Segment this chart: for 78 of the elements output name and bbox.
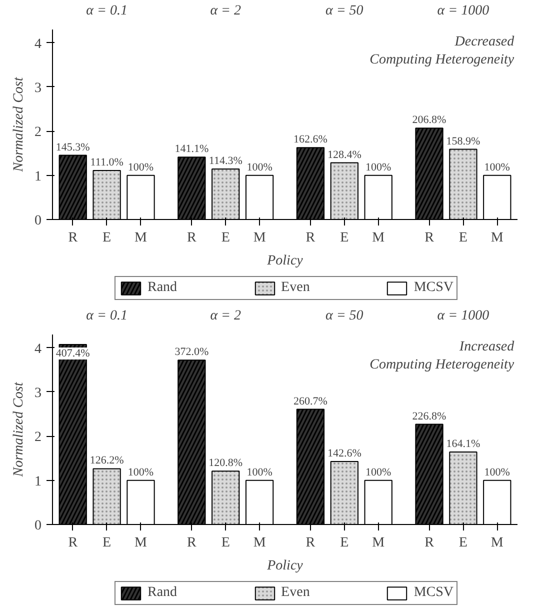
- data-label: 206.8%: [412, 114, 446, 126]
- x-tick-label: R: [424, 230, 435, 246]
- x-axis-title: Policy: [266, 558, 304, 574]
- data-label: 100%: [484, 161, 510, 174]
- data-label: 260.7%: [294, 395, 328, 408]
- data-label: 164.1%: [446, 438, 480, 450]
- data-label: 141.1%: [174, 143, 209, 156]
- y-tick-label: 1: [34, 169, 42, 184]
- legend-label: Rand: [147, 585, 178, 601]
- data-label: 142.6%: [327, 447, 362, 460]
- legend-label: MCSV: [414, 585, 454, 601]
- x-tick-label: R: [68, 230, 78, 246]
- text: Increased Computing Heterogeneity: [370, 340, 516, 372]
- x-tick-label: R: [424, 536, 435, 550]
- y-tick-label: 3: [34, 80, 42, 96]
- data-label: 100%: [128, 466, 154, 478]
- data-label: 114.3%: [208, 154, 242, 167]
- x-tick-label: E: [221, 230, 230, 246]
- x-tick-label: R: [68, 536, 78, 550]
- text: α = 50: [326, 308, 364, 324]
- x-tick-label: R: [306, 230, 316, 246]
- data-label: 128.4%: [327, 148, 362, 161]
- text: α = 0.1: [86, 308, 128, 324]
- text: α = 0.1: [86, 4, 128, 18]
- legend-label: Rand: [147, 280, 178, 296]
- data-label: 100%: [366, 466, 392, 478]
- legend-label: Even: [281, 585, 310, 601]
- x-tick-label: E: [102, 536, 112, 550]
- y-tick-label: 4: [34, 342, 42, 357]
- y-axis-title: Normalized Cost: [12, 76, 26, 173]
- x-tick-label: R: [186, 536, 197, 550]
- text: α = 50: [326, 4, 364, 18]
- data-label: 111.0%: [90, 156, 124, 168]
- x-tick-label: E: [340, 536, 349, 550]
- data-label: 158.9%: [446, 135, 480, 148]
- data-label: 120.8%: [208, 457, 243, 470]
- data-label: 100%: [484, 466, 510, 478]
- data-label: 100%: [366, 161, 392, 174]
- text: Decreased Computing Heterogeneity: [370, 34, 516, 68]
- y-tick-label: 3: [34, 386, 42, 401]
- text: α = 2: [210, 4, 241, 18]
- data-label: 407.4%: [56, 347, 90, 360]
- legend-label: Even: [281, 280, 310, 296]
- y-tick-label: 2: [34, 125, 42, 140]
- x-tick-label: M: [134, 230, 148, 246]
- data-label: 162.6%: [294, 134, 328, 146]
- x-tick-label: E: [340, 230, 349, 246]
- x-tick-label: M: [490, 230, 504, 246]
- x-tick-label: M: [134, 536, 148, 550]
- x-axis-title: Policy: [266, 254, 304, 268]
- text: α = 1000: [437, 4, 490, 18]
- y-tick-label: 0: [34, 518, 42, 534]
- data-label: 126.2%: [90, 454, 124, 467]
- data-label: 145.3%: [56, 141, 90, 154]
- data-label: 100%: [246, 161, 272, 174]
- x-tick-label: M: [372, 230, 386, 246]
- x-tick-label: E: [102, 230, 112, 246]
- text: α = 2: [210, 308, 241, 324]
- data-label: 226.8%: [412, 410, 446, 422]
- legend-label: MCSV: [414, 280, 454, 296]
- x-tick-label: M: [372, 536, 386, 550]
- text: α = 1000: [437, 308, 490, 324]
- x-tick-label: M: [253, 536, 266, 550]
- x-tick-label: M: [253, 230, 266, 246]
- x-tick-label: E: [221, 536, 230, 550]
- data-label: 100%: [246, 466, 272, 478]
- y-axis-title: Normalized Cost: [12, 381, 26, 478]
- x-tick-label: R: [186, 230, 197, 246]
- y-tick-label: 1: [34, 474, 42, 490]
- y-tick-label: 4: [34, 36, 42, 52]
- x-tick-label: R: [306, 536, 316, 550]
- data-label: 100%: [128, 161, 154, 174]
- data-label: 372.0%: [174, 346, 209, 358]
- x-tick-label: E: [458, 230, 468, 246]
- x-tick-label: E: [458, 536, 468, 550]
- y-tick-label: 2: [34, 430, 42, 446]
- x-tick-label: M: [490, 536, 504, 550]
- y-tick-label: 0: [34, 214, 42, 228]
